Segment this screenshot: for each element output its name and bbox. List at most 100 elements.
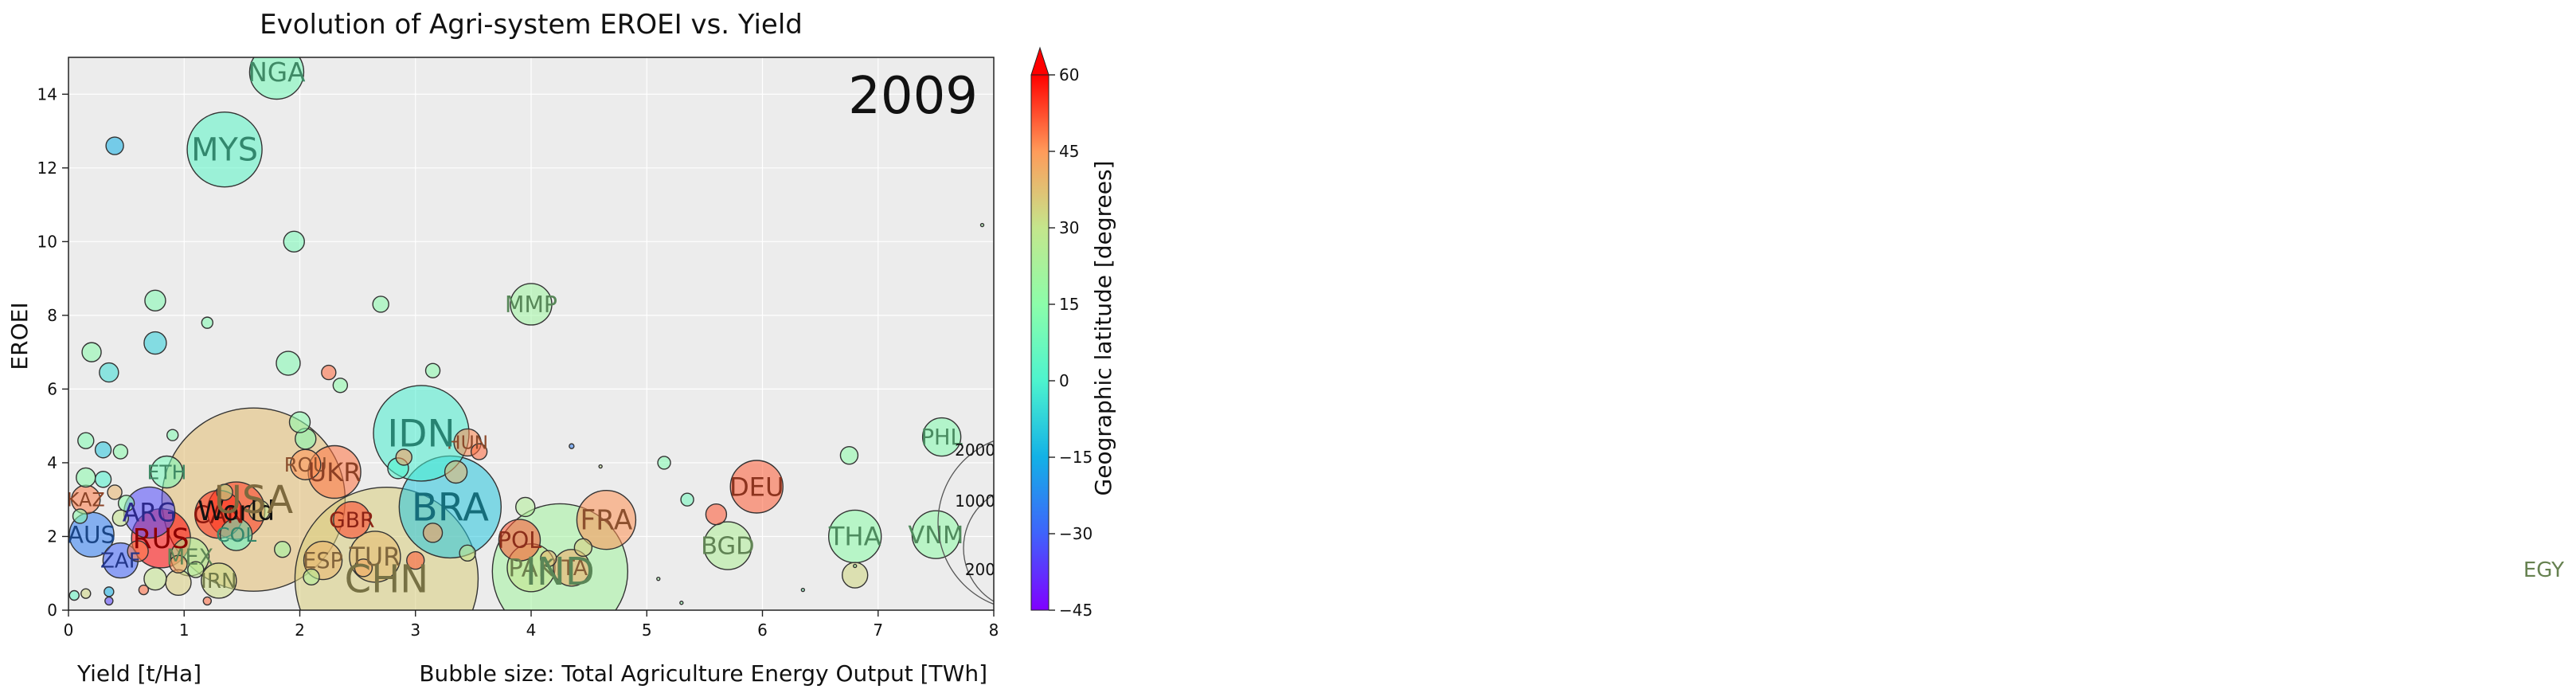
y-tick-label: 8 (47, 306, 57, 325)
colorbar (1030, 46, 1050, 611)
bubble-point-84 (354, 558, 373, 578)
colorbar-tick-label: −45 (1059, 601, 1093, 620)
size-legend-label: 200 (965, 560, 995, 579)
bubble-point-47 (657, 456, 671, 470)
chart-title: Evolution of Agri-system EROEI vs. Yield (260, 9, 803, 41)
bubble-label-ukr: UKR (308, 457, 362, 488)
bubble-point-69 (117, 495, 135, 512)
bubble-ita (553, 549, 591, 587)
bubble-point-90 (598, 464, 603, 469)
bubble-point-44 (332, 378, 349, 394)
bubble-point-92 (679, 601, 684, 605)
bubble-point-85 (303, 568, 320, 586)
y-tick-label: 10 (37, 232, 57, 251)
bubble-point-81 (169, 554, 188, 574)
bubble-bgd (703, 521, 752, 570)
bubble-label-mys: MYS (191, 132, 258, 169)
colorbar-tick-label: 45 (1059, 142, 1079, 161)
colorbar-tick-label: 30 (1059, 218, 1079, 237)
bubble-point-78 (68, 589, 80, 601)
x-tick-label: 8 (989, 621, 999, 640)
bubble-label-arg: ARG (123, 499, 177, 527)
colorbar-label: Geographic latitude [degrees] (1090, 161, 1116, 496)
bubble-point-87 (248, 499, 271, 522)
colorbar-tick-label: 15 (1059, 295, 1079, 314)
bubble-point-54 (573, 538, 593, 558)
bubble-label-bgd: BGD (701, 533, 755, 561)
colorbar-extend-arrow (1030, 46, 1050, 76)
bubble-point-42 (99, 362, 119, 383)
size-legend-label: 2000 (955, 441, 995, 460)
bubble-mmp (510, 283, 553, 326)
bubble-point-77 (80, 588, 92, 599)
bubble-label-col: COL (216, 523, 256, 546)
bubble-label-esp: ESP (303, 549, 343, 574)
bubble-label-deu: DEU (729, 472, 784, 502)
x-axis-label: Yield [t/Ha] (76, 660, 201, 687)
x-tick-label: 6 (757, 621, 768, 640)
bubble-point-37 (143, 331, 167, 355)
x-tick-label: 5 (642, 621, 652, 640)
bubble-point-38 (81, 342, 102, 362)
bubble-point-68 (107, 484, 123, 500)
bubble-nga (248, 57, 305, 100)
y-tick-label: 6 (47, 379, 57, 398)
x-tick-label: 4 (526, 621, 537, 640)
outside-label-egy: EGY (2523, 558, 2564, 582)
bubble-point-57 (459, 544, 476, 562)
bubble-label-aus: AUS (68, 521, 115, 548)
size-legend-circle (963, 494, 994, 602)
bubble-point-95 (979, 222, 985, 228)
bubble-label-pak: PAK (508, 554, 554, 582)
bubble-point-43 (321, 364, 337, 381)
bubble-phl (921, 417, 962, 457)
bubble-pol (498, 519, 541, 562)
bubble-point-40 (372, 296, 389, 313)
bubble-label-ita: ITA (556, 556, 588, 581)
colorbar-ticks: 60 45 30 15 0 −15 −30 −45 (1049, 65, 1093, 620)
colorbar-tick-label: −15 (1059, 448, 1093, 467)
bubble-irn (201, 562, 237, 599)
y-tick-label: 0 (47, 601, 57, 620)
bubble-label-chn: CHN (345, 557, 429, 601)
y-tick-label: 14 (37, 84, 57, 104)
size-legend-circle (937, 440, 994, 605)
bubble-point-41 (201, 316, 213, 329)
year-label: 2009 (848, 67, 978, 126)
y-tick-label: 12 (37, 159, 57, 178)
bubble-point-55 (540, 550, 557, 567)
bubble-label-eth: ETH (147, 460, 187, 484)
bubble-label-zaf: ZAF (100, 550, 141, 574)
bubble-point-62 (288, 411, 311, 433)
x-tick-label: 3 (410, 621, 420, 640)
bubble-point-48 (680, 492, 694, 507)
bubble-point-89 (569, 443, 575, 449)
bubble-point-35 (283, 230, 305, 253)
bubble-point-46 (839, 445, 859, 465)
size-legend-label: 1000 (955, 491, 995, 511)
bubble-label-pol: POL (498, 527, 541, 554)
bubble-eth (150, 455, 184, 489)
bubble-point-63 (77, 432, 95, 449)
bubble-label-kaz: KAZ (67, 489, 105, 511)
bubble-point-51 (444, 460, 468, 484)
bubble-label-irn: IRN (201, 570, 236, 593)
bubble-label-mex: MEX (166, 545, 213, 570)
x-tick-label: 0 (64, 621, 74, 640)
bubble-label-fra: FRA (580, 505, 633, 537)
bubble-point-83 (138, 584, 150, 596)
bubble-label-gbr: GBR (329, 508, 374, 533)
bubble-mys (186, 111, 263, 188)
bubble-gbr (333, 500, 371, 539)
x-tick-label: 2 (295, 621, 305, 640)
x-tick-label: 1 (179, 621, 190, 640)
bubble-point-64 (94, 441, 112, 459)
bubble-point-94 (852, 563, 858, 569)
bubble-label-world: World (197, 495, 275, 527)
colorbar-tick-label: 0 (1059, 371, 1069, 390)
bubble-point-53 (515, 496, 536, 518)
bubble-label-idn: IDN (387, 412, 455, 456)
bubble-label-can: CAN (193, 501, 244, 529)
bubble-point-80 (202, 596, 212, 606)
outside-labels: EGY (2523, 558, 2564, 582)
